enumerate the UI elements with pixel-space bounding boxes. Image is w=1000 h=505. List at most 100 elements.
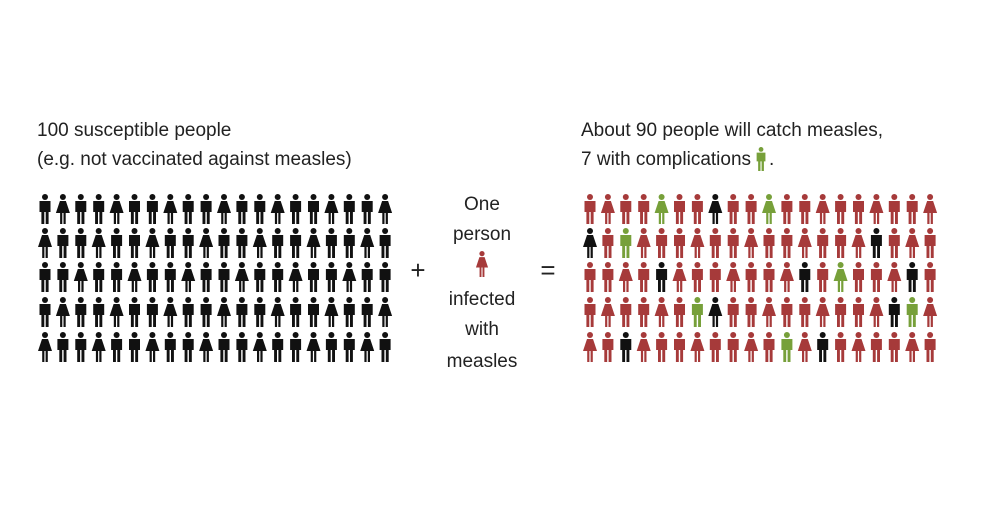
woman-icon [145,228,160,258]
man-icon [638,194,650,224]
man-icon [290,228,302,258]
man-icon [129,332,140,362]
man-icon [39,262,51,292]
woman-icon [583,332,597,362]
woman-icon [797,228,812,258]
man-icon [691,297,703,327]
man-icon [325,262,337,292]
man-icon [164,262,176,292]
man-icon [111,332,123,362]
man-icon [727,297,739,327]
woman-icon [869,297,884,327]
man-icon [745,262,757,292]
man-icon [129,194,140,224]
woman-icon [762,194,776,224]
woman-icon [923,194,938,224]
left-title: 100 susceptible people [37,120,231,141]
man-icon [888,228,900,258]
woman-icon [306,332,321,362]
woman-icon [109,194,124,224]
woman-icon [55,194,70,224]
center-text: person [453,224,511,245]
man-icon [182,194,194,224]
man-icon [745,297,757,327]
equals-sign: = [540,255,555,285]
woman-icon [252,332,267,362]
man-icon [164,228,176,258]
man-icon [638,262,650,292]
woman-icon [38,332,52,362]
man-icon [361,262,373,292]
woman-icon [55,297,70,327]
man-icon [361,297,373,327]
man-icon [164,332,176,362]
woman-icon [815,194,830,224]
man-icon [799,194,811,224]
woman-icon [91,228,106,258]
man-icon [745,194,757,224]
man-icon [218,228,230,258]
man-icon [835,332,847,362]
woman-icon [270,194,285,224]
man-icon [39,297,51,327]
man-icon [146,297,158,327]
man-icon [200,297,212,327]
woman-icon [378,194,393,224]
man-icon [620,297,632,327]
man-icon [674,228,685,258]
man-icon [691,262,703,292]
woman-icon [342,262,357,292]
man-icon [756,147,766,171]
man-icon [236,228,248,258]
woman-icon [744,228,759,258]
man-icon [182,297,194,327]
man-icon [906,194,918,224]
man-icon [584,297,596,327]
man-icon [236,332,248,362]
man-icon [763,262,775,292]
man-icon [57,228,69,258]
left-title: (e.g. not vaccinated against measles) [37,149,352,170]
man-icon [888,297,900,327]
woman-icon [797,332,812,362]
woman-icon [288,262,303,292]
woman-icon [905,228,920,258]
man-icon [870,332,882,362]
woman-icon [217,297,231,327]
woman-icon [360,228,375,258]
man-icon [888,194,900,224]
man-icon [325,332,337,362]
man-icon [781,297,793,327]
right-title: 7 with complications [581,149,751,170]
woman-icon [654,194,669,224]
center-text: measles [447,351,518,372]
woman-icon [163,194,178,224]
man-icon [924,228,936,258]
man-icon [93,297,105,327]
man-icon [656,228,668,258]
man-icon [817,228,829,258]
center-text: infected [449,289,516,310]
woman-icon [762,297,776,327]
man-icon [709,228,721,258]
man-icon [781,332,793,362]
man-icon [817,332,829,362]
woman-icon [636,332,651,362]
man-icon [308,262,319,292]
man-icon [218,332,230,362]
man-icon [620,332,632,362]
man-icon [290,297,302,327]
man-icon [602,228,614,258]
man-icon [584,194,596,224]
man-icon [781,228,793,258]
man-icon [218,262,230,292]
woman-icon [181,262,196,292]
woman-icon [360,332,375,362]
man-icon [763,228,775,258]
man-icon [75,228,87,258]
man-icon [799,262,811,292]
man-icon [254,297,266,327]
man-icon [656,262,668,292]
